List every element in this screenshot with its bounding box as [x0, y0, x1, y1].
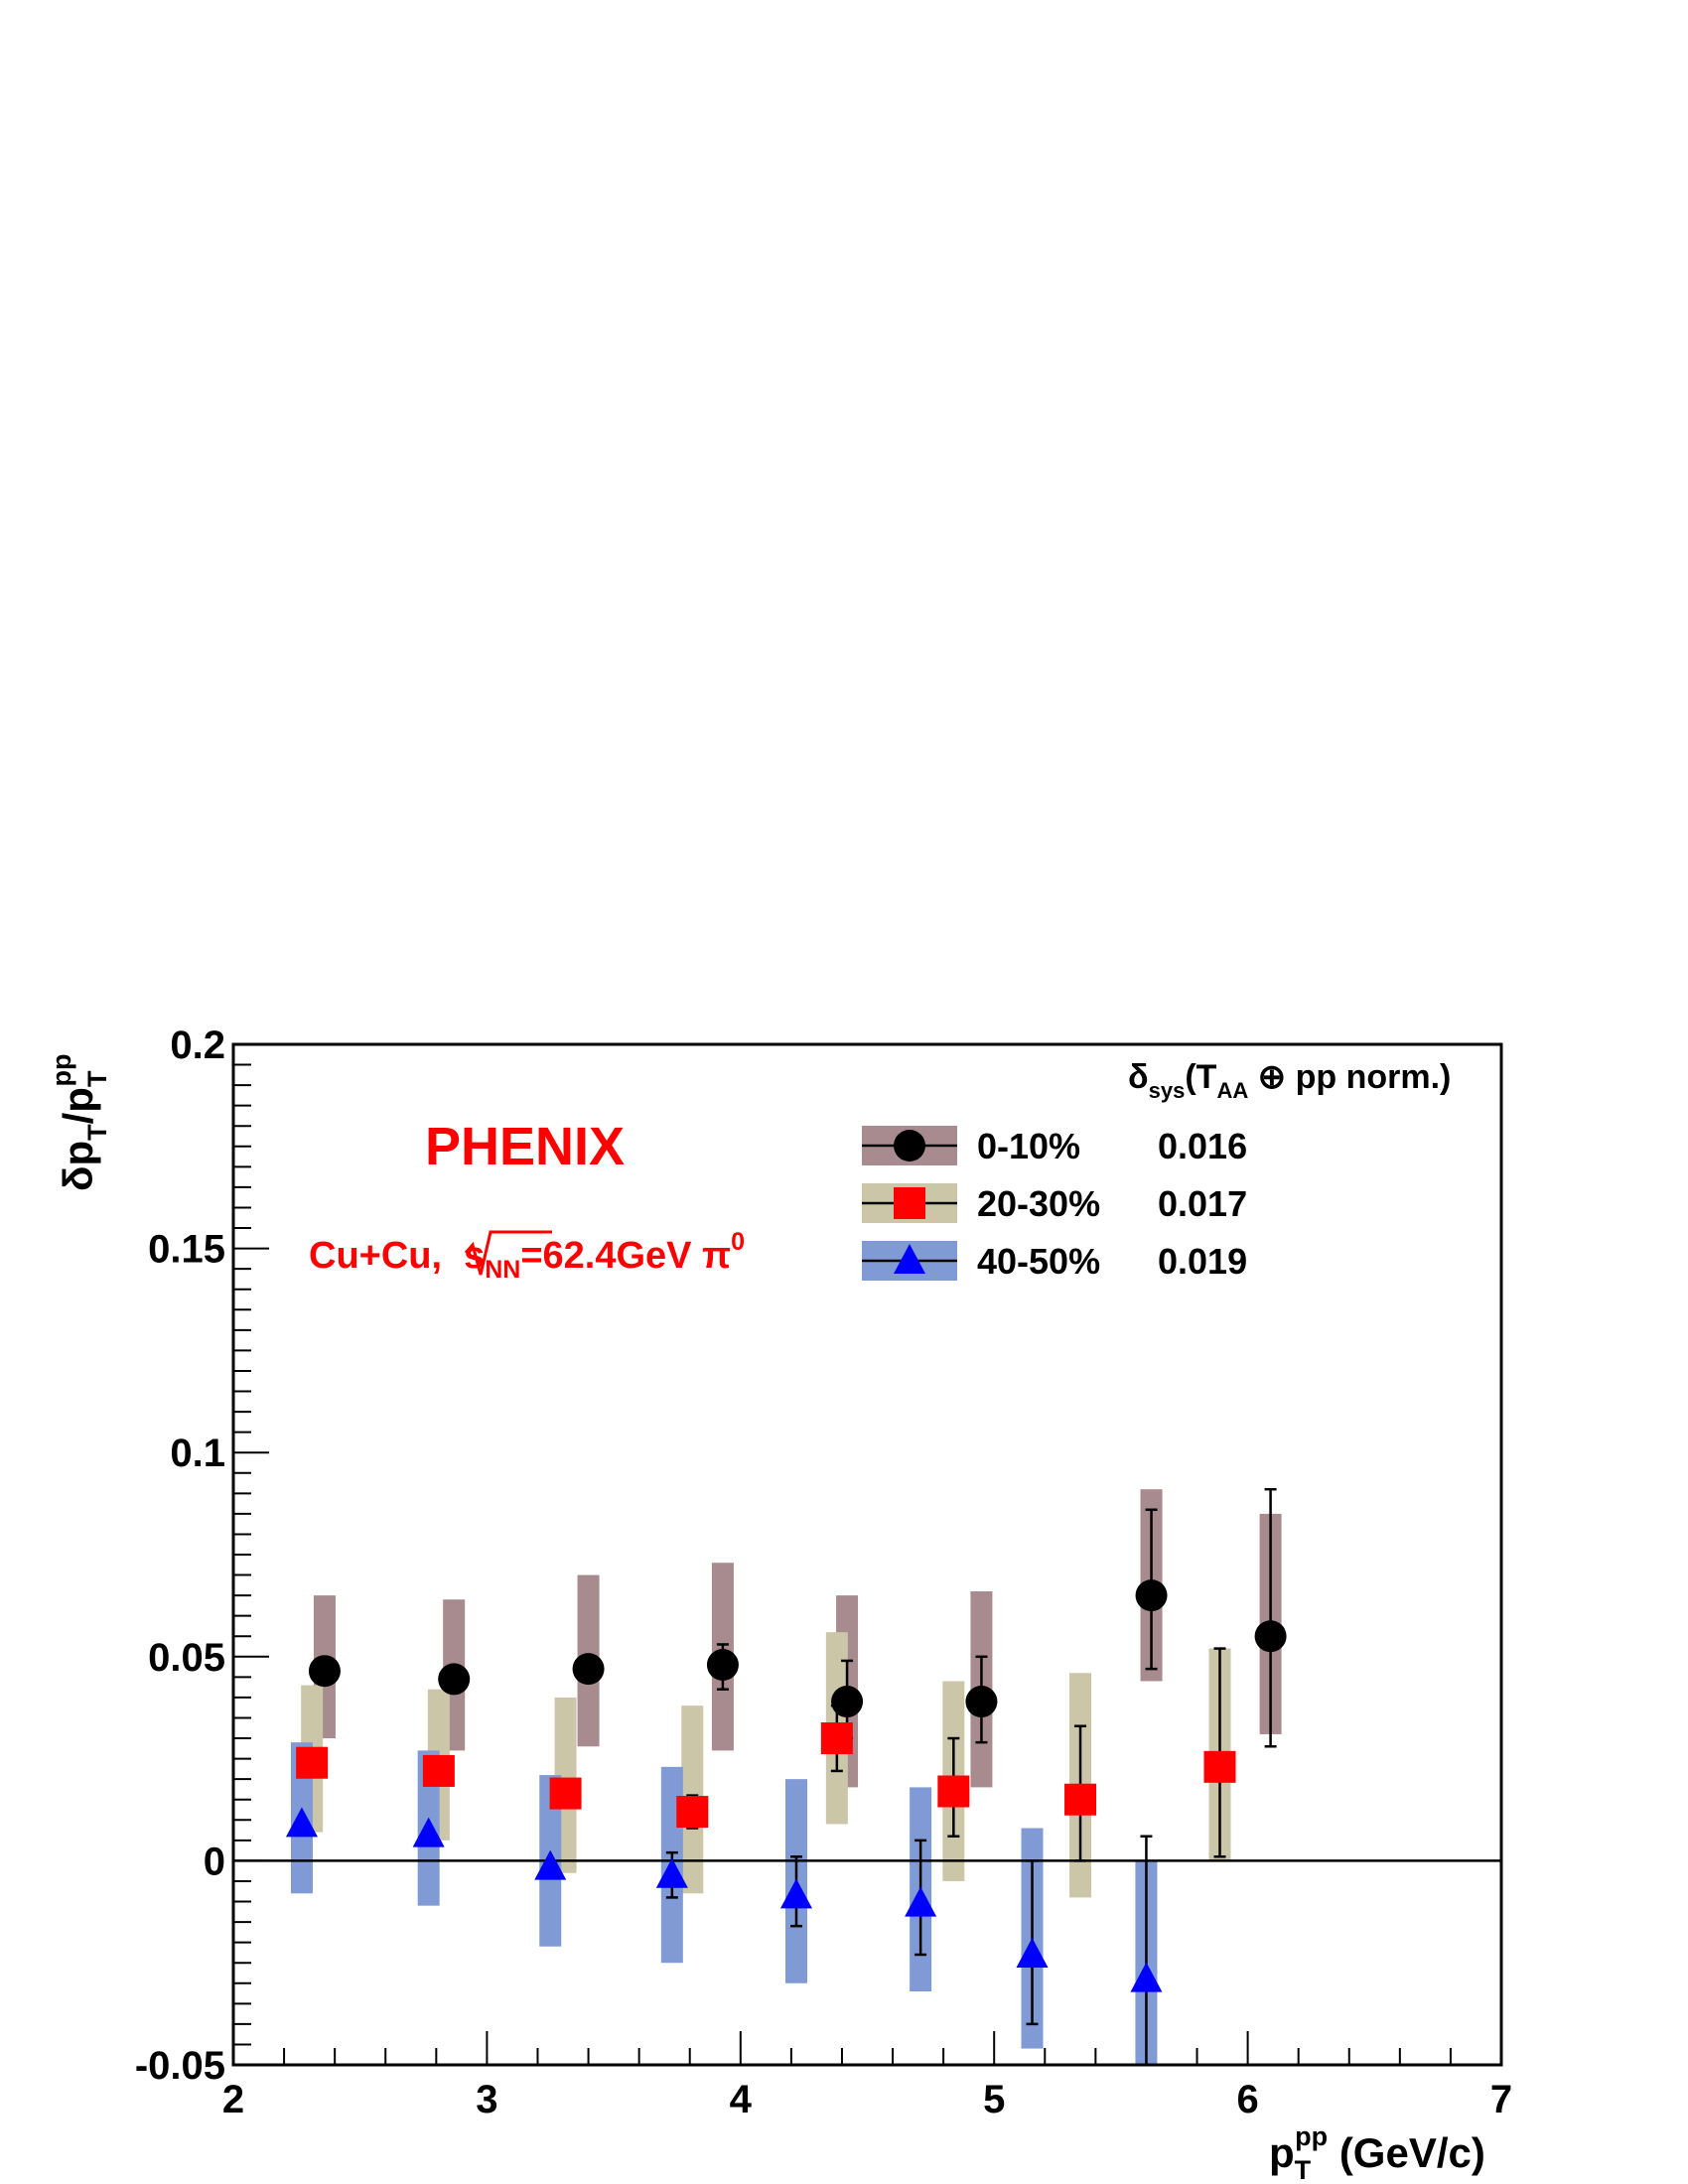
x-axis-title-unit: (GeV/c) [1328, 2129, 1485, 2176]
x-axis-title-main: p [1269, 2129, 1295, 2176]
x-tick-label: 5 [983, 2078, 1005, 2121]
legend-norm-value: 0.016 [1158, 1126, 1247, 1166]
axes: 2 3 4 5 6 7 -0.05 0 0.05 0.1 0.15 0.2 [135, 1024, 1512, 2121]
x-tick-label: 6 [1236, 2078, 1258, 2121]
y-axis-title-p1: p [55, 1141, 101, 1166]
data-point [296, 1746, 329, 1779]
x-tick-label: 4 [730, 2078, 753, 2121]
data-point [706, 1649, 739, 1682]
data-point [285, 1807, 318, 1838]
y-axis-title-sub1: T [82, 1124, 112, 1141]
legend-label: 20-30% [977, 1183, 1100, 1224]
data-point [905, 1886, 937, 1917]
system-energy: =62.4GeV π [520, 1235, 731, 1277]
data-point [1130, 1962, 1163, 1992]
y-tick-label: 0.2 [170, 1024, 225, 1067]
legend-marker [894, 1130, 925, 1161]
data-point [549, 1777, 582, 1810]
legend-header-open: (T [1185, 1058, 1216, 1096]
data-point [422, 1754, 455, 1787]
data-point [820, 1722, 853, 1755]
y-axis-title-group: δpT/pTpp [47, 1054, 112, 1191]
data-point [534, 1849, 567, 1880]
legend: δsys(TAA ⊕ pp norm.) 0-10% 0.016 20-30% 0.0… [862, 1058, 1451, 1282]
x-axis-title-sub: T [1295, 2155, 1312, 2184]
legend-label: 40-50% [977, 1241, 1100, 1282]
y-tick-label: -0.05 [135, 2044, 225, 2088]
legend-norm-value: 0.019 [1158, 1241, 1247, 1282]
data-point [412, 1817, 445, 1847]
y-tick-label: 0.05 [148, 1636, 225, 1680]
y-axis-title-sup2: pp [47, 1054, 76, 1087]
data-point [308, 1655, 341, 1688]
y-axis-title: δpT/pTpp [47, 1054, 112, 1191]
y-axis-title-delta: δ [55, 1166, 101, 1191]
x-axis-title: pTpp (GeV/c) [1269, 2121, 1485, 2184]
legend-header-delta: δ [1128, 1058, 1149, 1096]
legend-header: δsys(TAA ⊕ pp norm.) [1128, 1058, 1451, 1103]
system-particle-sup: 0 [731, 1228, 745, 1256]
data-point [965, 1686, 998, 1718]
data-markers [285, 1579, 1287, 1992]
system-sqrt-s-sub: NN [485, 1256, 520, 1284]
data-point [676, 1796, 709, 1829]
legend-marker [894, 1244, 925, 1274]
x-tick-label: 3 [476, 2078, 497, 2121]
data-point [438, 1663, 471, 1696]
data-point [1064, 1783, 1097, 1816]
data-point [779, 1878, 812, 1909]
y-axis-title-slash: /p [55, 1087, 101, 1124]
y-tick-label: 0.1 [170, 1432, 225, 1475]
legend-norm-value: 0.017 [1158, 1183, 1247, 1224]
x-tick-label: 7 [1490, 2078, 1512, 2121]
x-tick-label: 2 [222, 2078, 244, 2121]
data-point [572, 1653, 605, 1686]
data-point [1203, 1750, 1236, 1783]
legend-entries: 0-10% 0.016 20-30% 0.017 40-50% 0.019 [862, 1126, 1247, 1282]
legend-header-sub2: AA [1216, 1078, 1248, 1103]
legend-header-rest: ⊕ pp norm.) [1248, 1058, 1451, 1096]
system-prefix: Cu+Cu, [309, 1235, 442, 1277]
data-point [937, 1775, 970, 1808]
y-tick-label: 0.15 [148, 1228, 225, 1272]
legend-header-sub: sys [1149, 1078, 1186, 1103]
data-point [1016, 1937, 1049, 1968]
x-axis-title-sup: pp [1295, 2121, 1328, 2151]
legend-marker [894, 1187, 925, 1219]
sqrt-sign [464, 1230, 552, 1276]
data-point [1135, 1579, 1168, 1612]
system-label: Cu+Cu, sNN=62.4GeV π0 [309, 1228, 745, 1284]
data-point [655, 1857, 688, 1888]
y-axis-title-sub2: T [82, 1070, 112, 1087]
experiment-label: PHENIX [425, 1117, 625, 1176]
data-point [831, 1686, 864, 1718]
data-point [1254, 1620, 1287, 1653]
y-tick-label: 0 [204, 1840, 225, 1883]
legend-label: 0-10% [977, 1126, 1080, 1166]
